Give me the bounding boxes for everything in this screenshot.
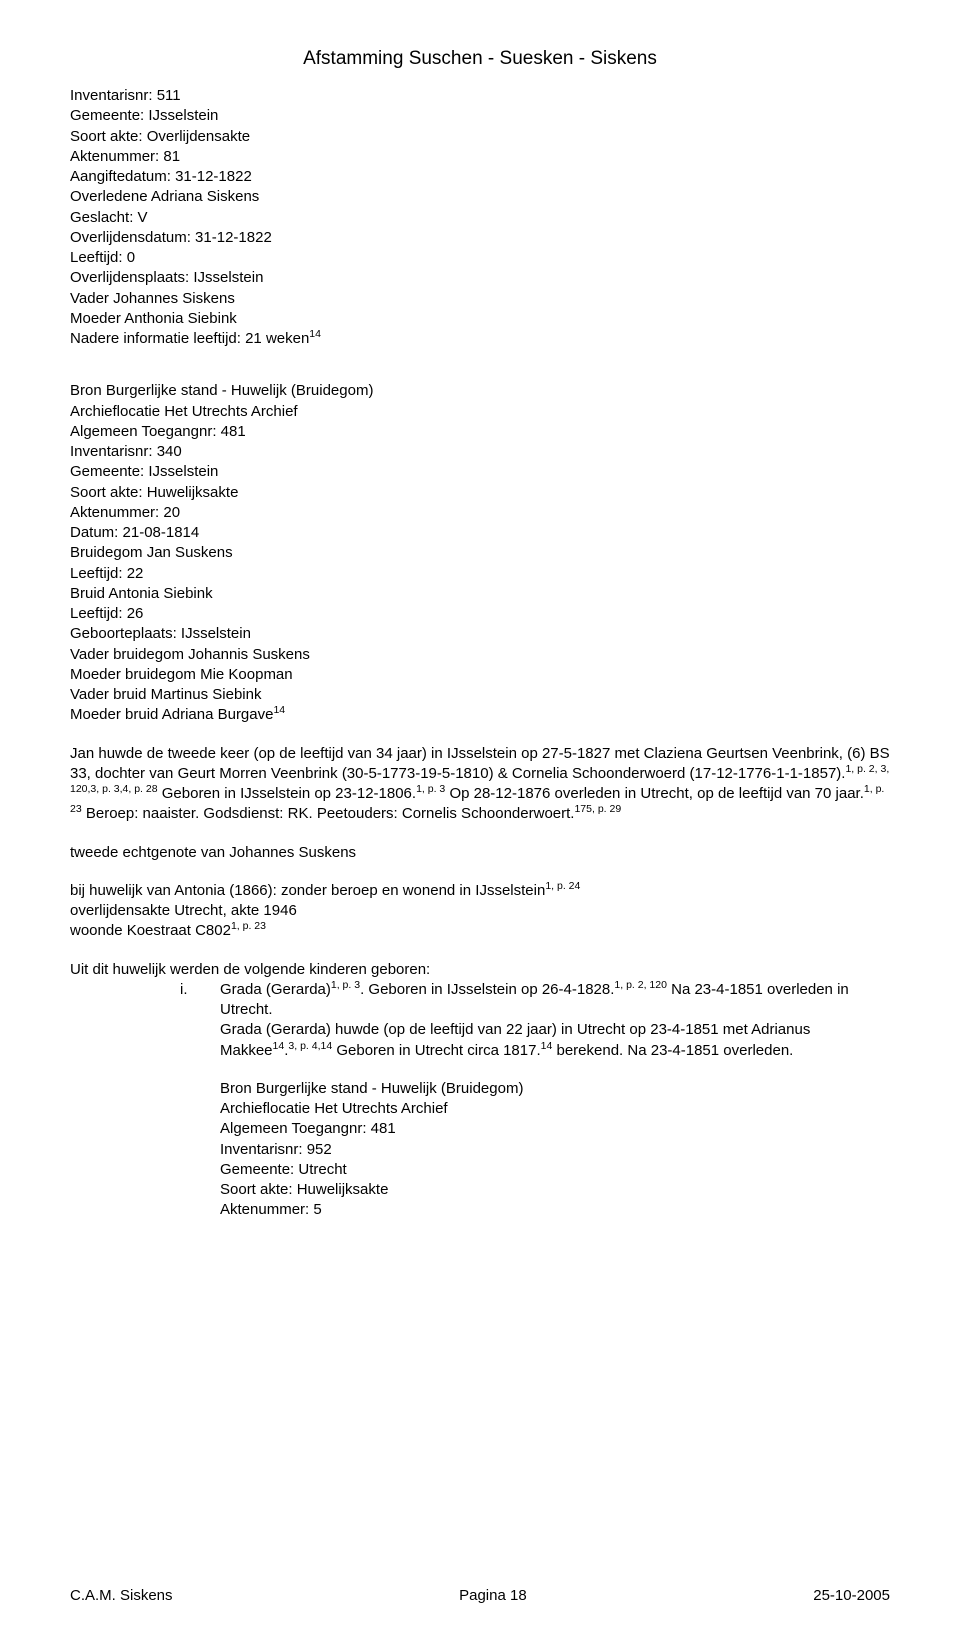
record-line: Archieflocatie Het Utrechts Archief bbox=[220, 1099, 890, 1119]
record-line: Overlijdensplaats: IJsselstein bbox=[70, 268, 890, 288]
record-line: Leeftijd: 22 bbox=[70, 564, 890, 584]
note-ref: 175, p. 29 bbox=[574, 803, 621, 815]
text: Beroep: naaister. Godsdienst: RK. Peetou… bbox=[82, 805, 575, 822]
text: woonde Koestraat C802 bbox=[70, 922, 231, 939]
record-line: Vader bruidegom Johannis Suskens bbox=[70, 645, 890, 665]
record-line: Moeder Anthonia Siebink bbox=[70, 309, 890, 329]
note-ref: 1, p. 2, 120 bbox=[614, 979, 667, 991]
record-line: Vader Johannes Siskens bbox=[70, 289, 890, 309]
footer-date: 25-10-2005 bbox=[813, 1587, 890, 1604]
note-ref: 1, p. 3 bbox=[331, 979, 360, 991]
note-ref: 1, p. 24 bbox=[545, 880, 580, 892]
record-line: Algemeen Toegangnr: 481 bbox=[220, 1119, 890, 1139]
note-ref: 14 bbox=[541, 1040, 553, 1052]
record-line: Soort akte: Huwelijksakte bbox=[220, 1180, 890, 1200]
page-title: Afstamming Suschen - Suesken - Siskens bbox=[70, 48, 890, 70]
record-line: Inventarisnr: 952 bbox=[220, 1140, 890, 1160]
marriage-record-block: Bron Burgerlijke stand - Huwelijk (Bruid… bbox=[70, 381, 890, 725]
record-line: Bruid Antonia Siebink bbox=[70, 584, 890, 604]
page-footer: C.A.M. Siskens Pagina 18 25-10-2005 bbox=[70, 1587, 890, 1604]
record-line: Gemeente: Utrecht bbox=[220, 1160, 890, 1180]
record-line: Overlijdensdatum: 31-12-1822 bbox=[70, 228, 890, 248]
note-ref: 14 bbox=[309, 328, 321, 340]
text: Nadere informatie leeftijd: 21 weken bbox=[70, 330, 309, 347]
record-line: Aangiftedatum: 31-12-1822 bbox=[70, 167, 890, 187]
marriage-record-block-2: Bron Burgerlijke stand - Huwelijk (Bruid… bbox=[220, 1079, 890, 1221]
text: overlijdensakte Utrecht, akte 1946 bbox=[70, 901, 890, 921]
record-line: Gemeente: IJsselstein bbox=[70, 106, 890, 126]
record-line: Aktenummer: 20 bbox=[70, 503, 890, 523]
record-line: Overledene Adriana Siskens bbox=[70, 187, 890, 207]
record-line: Bron Burgerlijke stand - Huwelijk (Bruid… bbox=[70, 381, 890, 401]
record-line: Vader bruid Martinus Siebink bbox=[70, 685, 890, 705]
record-line: Inventarisnr: 511 bbox=[70, 86, 890, 106]
text: . Geboren in IJsselstein op 26-4-1828. bbox=[360, 981, 614, 998]
record-line: Soort akte: Overlijdensakte bbox=[70, 127, 890, 147]
record-line: Datum: 21-08-1814 bbox=[70, 523, 890, 543]
record-line: Bron Burgerlijke stand - Huwelijk (Bruid… bbox=[220, 1079, 890, 1099]
text: bij huwelijk van Antonia (1866): zonder … bbox=[70, 882, 545, 899]
note-ref: 14 bbox=[273, 704, 285, 716]
narrative-paragraph: Jan huwde de tweede keer (op de leeftijd… bbox=[70, 744, 890, 825]
note-ref: 1, p. 3 bbox=[416, 783, 445, 795]
record-line: Moeder bruid Adriana Burgave14 bbox=[70, 705, 890, 725]
text: Grada (Gerarda) bbox=[220, 981, 331, 998]
note-ref: 3, p. 4,14 bbox=[288, 1040, 332, 1052]
record-line: Algemeen Toegangnr: 481 bbox=[70, 422, 890, 442]
children-list: Uit dit huwelijk werden de volgende kind… bbox=[70, 960, 890, 1061]
text: Geboren in IJsselstein op 23-12-1806. bbox=[158, 785, 417, 802]
record-line: Aktenummer: 81 bbox=[70, 147, 890, 167]
record-line: Moeder bruidegom Mie Koopman bbox=[70, 665, 890, 685]
record-line: Geboorteplaats: IJsselstein bbox=[70, 624, 890, 644]
record-line: Leeftijd: 26 bbox=[70, 604, 890, 624]
record-line: Geslacht: V bbox=[70, 208, 890, 228]
note-ref: 1, p. 23 bbox=[231, 920, 266, 932]
record-line: Leeftijd: 0 bbox=[70, 248, 890, 268]
footer-page-number: Pagina 18 bbox=[459, 1587, 527, 1604]
record-line: Soort akte: Huwelijksakte bbox=[70, 483, 890, 503]
text: Jan huwde de tweede keer (op de leeftijd… bbox=[70, 745, 890, 782]
narrative-line: tweede echtgenote van Johannes Suskens bbox=[70, 843, 890, 863]
list-marker: i. bbox=[70, 980, 220, 1061]
death-record-block: Inventarisnr: 511 Gemeente: IJsselstein … bbox=[70, 86, 890, 349]
text: berekend. Na 23-4-1851 overleden. bbox=[552, 1042, 793, 1059]
record-line: Gemeente: IJsselstein bbox=[70, 462, 890, 482]
record-line: Aktenummer: 5 bbox=[220, 1200, 890, 1220]
footer-author: C.A.M. Siskens bbox=[70, 1587, 173, 1604]
note-ref: 14 bbox=[273, 1040, 285, 1052]
text: Moeder bruid Adriana Burgave bbox=[70, 706, 273, 723]
text: Op 28-12-1876 overleden in Utrecht, op d… bbox=[445, 785, 864, 802]
record-line: Archieflocatie Het Utrechts Archief bbox=[70, 402, 890, 422]
child-entry: Grada (Gerarda)1, p. 3. Geboren in IJsse… bbox=[220, 980, 890, 1061]
text: Geboren in Utrecht circa 1817. bbox=[332, 1042, 540, 1059]
record-line: Bruidegom Jan Suskens bbox=[70, 543, 890, 563]
children-intro: Uit dit huwelijk werden de volgende kind… bbox=[70, 960, 890, 980]
record-line: Nadere informatie leeftijd: 21 weken14 bbox=[70, 329, 890, 349]
record-line: Inventarisnr: 340 bbox=[70, 442, 890, 462]
narrative-block: bij huwelijk van Antonia (1866): zonder … bbox=[70, 881, 890, 942]
